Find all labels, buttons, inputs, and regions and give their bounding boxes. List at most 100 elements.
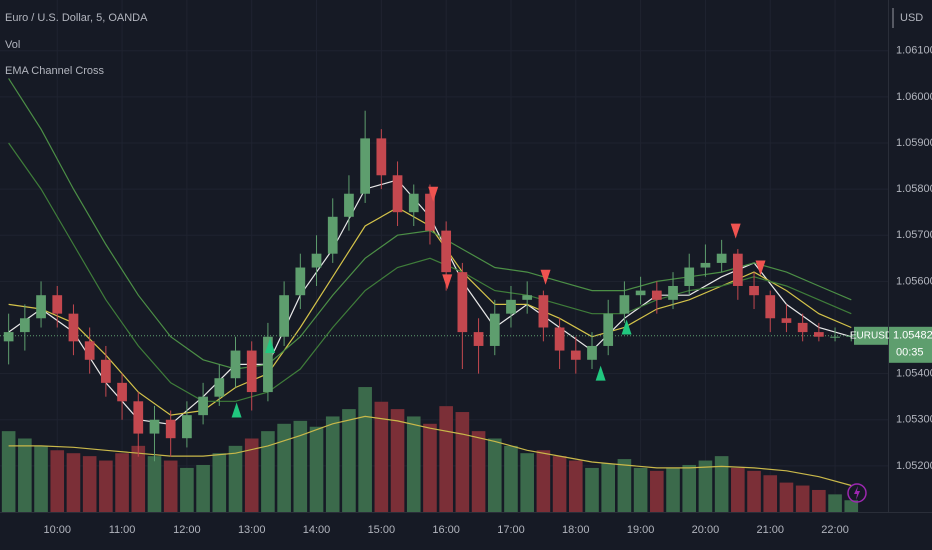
signal-marker (428, 186, 439, 202)
candle-body (149, 419, 160, 434)
candle-body (668, 285, 678, 300)
y-tick-label: 1.06000 (896, 91, 932, 103)
volume-bar (763, 475, 778, 512)
signal-marker (621, 319, 632, 335)
candle-body (587, 345, 597, 360)
candle-body (814, 332, 824, 337)
volume-bar (828, 494, 842, 512)
volume-bar (601, 463, 616, 512)
signal-marker (595, 365, 606, 381)
candle-body (133, 401, 144, 434)
volume-bar (358, 387, 372, 512)
y-tick-label: 1.06100 (896, 45, 932, 57)
indicator-line (8, 142, 852, 402)
signal-marker (755, 260, 766, 276)
volume-bar (115, 453, 129, 512)
volume-bar (277, 423, 291, 512)
volume-bar (487, 438, 502, 512)
candle-body (36, 295, 46, 319)
candle-body (101, 359, 111, 383)
candle-body (554, 327, 565, 351)
candle-body (52, 295, 63, 314)
signals (231, 186, 766, 418)
volume-bar (374, 401, 389, 512)
candle-body (603, 313, 614, 346)
candle-body (732, 253, 743, 286)
volume-bar (1, 431, 16, 512)
candle-body (263, 336, 273, 393)
axes: 1.05200 1.05300 1.05400 1.05600 1.05700 1.058… (43, 45, 932, 536)
alert-icon[interactable] (847, 483, 867, 503)
candle-body (230, 350, 241, 379)
candle-body (344, 193, 354, 217)
candle-body (311, 253, 322, 268)
y-tick-label: 1.05300 (896, 414, 932, 426)
volume-bar (163, 460, 178, 512)
volume-bar (261, 431, 275, 512)
candle-body (198, 396, 208, 416)
candle-body (165, 419, 176, 439)
candle-body (635, 290, 646, 296)
volume-bar (747, 470, 761, 512)
volume-bar (293, 420, 308, 512)
candle-body (619, 295, 630, 314)
volume-bar (180, 467, 194, 512)
candle-body (425, 193, 435, 231)
volume-bar (536, 450, 551, 512)
volume-bar (504, 445, 518, 512)
currency[interactable]: USD (900, 12, 923, 24)
volume-bar (228, 445, 243, 512)
volume-bar (698, 460, 713, 512)
volume-bar (18, 438, 32, 512)
volume-bar (82, 456, 97, 512)
volume-bar (731, 467, 745, 512)
volume-bar (471, 431, 486, 512)
candle-body (84, 341, 95, 360)
volume-bar (390, 409, 405, 512)
candle-body (506, 299, 516, 314)
volume-bar (779, 482, 794, 512)
candle-body (489, 313, 500, 346)
volume-bar (423, 423, 437, 512)
volume-bar (99, 460, 113, 512)
signal-marker (442, 274, 453, 290)
volume-bar (439, 406, 453, 512)
x-tick-label: 16:00 (432, 524, 460, 536)
symbol-label: EURUSD (850, 330, 892, 341)
signal-marker (265, 337, 276, 353)
candles (3, 110, 857, 462)
y-tick-label: 1.05700 (896, 229, 932, 241)
x-tick-label: 13:00 (238, 524, 266, 536)
x-tick-label: 20:00 (692, 524, 720, 536)
alert-bolt (854, 486, 860, 500)
candle-body (246, 350, 257, 393)
countdown-label: 00:35 (896, 347, 924, 359)
last-price-label: 1.05482 (893, 330, 932, 342)
y-tick-label: 1.05900 (896, 137, 932, 149)
candle-body (651, 290, 662, 300)
candle-body (408, 193, 419, 213)
candle-body (279, 295, 289, 337)
volume-bar (520, 453, 534, 512)
candle-body (700, 262, 711, 268)
volume-bar (455, 412, 470, 512)
candle-body (376, 138, 387, 176)
x-tick-label: 10:00 (43, 524, 71, 536)
x-tick-label: 22:00 (821, 524, 849, 536)
volume-bar (617, 459, 632, 512)
x-tick-label: 21:00 (756, 524, 784, 536)
candle-body (473, 332, 484, 346)
volume-bar (844, 500, 859, 512)
y-tick-label: 1.05600 (896, 275, 932, 287)
volume-bar (131, 445, 146, 512)
volume-pane (1, 387, 859, 512)
y-tick-label: 1.05400 (896, 368, 932, 380)
signal-marker (730, 223, 741, 239)
indicator-line (8, 415, 852, 487)
candle-body (457, 272, 468, 333)
chart-title: Euro / U.S. Dollar, 5, OANDA (5, 12, 148, 24)
x-tick-label: 11:00 (109, 524, 136, 536)
volume-bar (650, 470, 664, 512)
alert-circle (847, 483, 867, 503)
